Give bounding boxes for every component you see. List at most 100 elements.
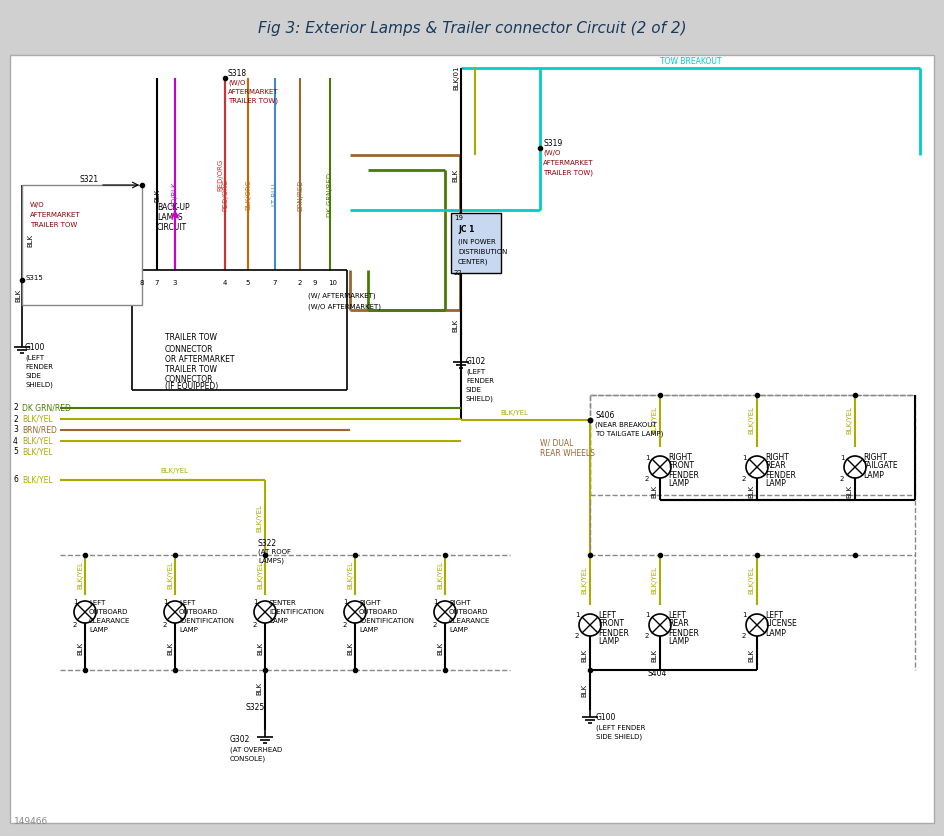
Text: (W/ AFTERMARKET): (W/ AFTERMARKET): [308, 293, 376, 299]
Text: 1: 1: [433, 599, 437, 605]
Text: BLK: BLK: [452, 168, 458, 181]
Text: S325: S325: [245, 702, 264, 711]
Text: 2: 2: [297, 280, 302, 286]
Text: LAMPS): LAMPS): [258, 558, 284, 564]
Text: 7: 7: [273, 280, 278, 286]
Text: S322: S322: [258, 538, 278, 548]
Text: OUTBOARD: OUTBOARD: [449, 609, 488, 615]
Text: TAILGATE: TAILGATE: [863, 461, 899, 471]
Text: CIRCUIT: CIRCUIT: [157, 222, 187, 232]
Text: LEFT: LEFT: [598, 610, 615, 619]
Text: (AT OVERHEAD: (AT OVERHEAD: [230, 747, 282, 753]
Text: Fig 3: Exterior Lamps & Trailer connector Circuit (2 of 2): Fig 3: Exterior Lamps & Trailer connecto…: [258, 21, 686, 35]
Text: OUTBOARD: OUTBOARD: [89, 609, 128, 615]
Bar: [590, 395, 915, 495]
Text: TRAILER TOW: TRAILER TOW: [165, 364, 217, 374]
Text: IDENTIFICATION: IDENTIFICATION: [359, 618, 414, 624]
Text: SIDE SHIELD): SIDE SHIELD): [596, 734, 642, 740]
Text: 2: 2: [645, 476, 649, 482]
Text: 2: 2: [13, 404, 18, 412]
Text: (IF EQUIPPED): (IF EQUIPPED): [165, 383, 218, 391]
Text: TO TAILGATE LAMP): TO TAILGATE LAMP): [595, 431, 664, 437]
Text: W/ DUAL: W/ DUAL: [540, 439, 573, 447]
Text: TRAILER TOW): TRAILER TOW): [228, 98, 278, 104]
Text: S321: S321: [80, 176, 99, 185]
Text: 1: 1: [742, 612, 747, 618]
Text: REAR: REAR: [765, 461, 785, 471]
Text: REAR WHEELS: REAR WHEELS: [540, 448, 595, 457]
Text: RIGHT: RIGHT: [863, 452, 886, 461]
Text: 1: 1: [645, 455, 649, 461]
Text: 4: 4: [223, 280, 228, 286]
Text: DK GRN/RED: DK GRN/RED: [22, 404, 71, 412]
Text: (W/O AFTERMARKET): (W/O AFTERMARKET): [308, 303, 381, 310]
Text: 2: 2: [742, 476, 747, 482]
Text: TRAILER TOW: TRAILER TOW: [30, 222, 77, 228]
Text: (AT ROOF: (AT ROOF: [258, 548, 291, 555]
Text: LAMP: LAMP: [179, 627, 198, 633]
Text: (LEFT: (LEFT: [466, 369, 485, 375]
Text: LAMP: LAMP: [598, 638, 619, 646]
Text: S318: S318: [228, 69, 247, 79]
Text: LAMP: LAMP: [359, 627, 378, 633]
Text: 1: 1: [645, 612, 649, 618]
Text: JC 1: JC 1: [458, 226, 475, 235]
Text: S406: S406: [595, 410, 615, 420]
Text: G102: G102: [466, 358, 486, 366]
Text: BLK/YEL: BLK/YEL: [651, 406, 657, 434]
Text: IDENTIFICATION: IDENTIFICATION: [269, 609, 324, 615]
Text: (W/O: (W/O: [543, 150, 561, 156]
Text: CLEARANCE: CLEARANCE: [89, 618, 130, 624]
Text: BLK/YEL: BLK/YEL: [581, 566, 587, 594]
Text: TOW BREAKOUT: TOW BREAKOUT: [660, 58, 721, 67]
Text: FENDER: FENDER: [598, 629, 629, 638]
Text: BLK/YEL: BLK/YEL: [437, 561, 443, 589]
Text: BLK/YEL: BLK/YEL: [77, 561, 83, 589]
Text: BLK: BLK: [748, 484, 754, 497]
Text: OR AFTERMARKET: OR AFTERMARKET: [165, 354, 234, 364]
Text: LAMP: LAMP: [765, 629, 785, 638]
Text: 6: 6: [13, 476, 18, 485]
Text: AFTERMARKET: AFTERMARKET: [30, 212, 80, 218]
Text: LEFT: LEFT: [89, 600, 106, 606]
Text: 1: 1: [575, 612, 580, 618]
Text: RIGHT: RIGHT: [765, 452, 789, 461]
Text: BLK: BLK: [846, 484, 852, 497]
Text: DISTRIBUTION: DISTRIBUTION: [458, 249, 507, 255]
Text: 2: 2: [343, 622, 347, 628]
Text: 2: 2: [163, 622, 167, 628]
Text: BLK: BLK: [748, 649, 754, 661]
Text: FRONT: FRONT: [598, 619, 624, 629]
Text: FENDER: FENDER: [765, 471, 796, 480]
Bar: [451, 213, 501, 273]
Text: BLK: BLK: [581, 684, 587, 696]
Text: 8: 8: [140, 280, 144, 286]
Text: 1: 1: [73, 599, 77, 605]
Text: VIO/BLK: VIO/BLK: [172, 181, 178, 209]
Text: W/O: W/O: [30, 202, 44, 208]
Text: BLK: BLK: [452, 319, 458, 332]
Text: AFTERMARKET: AFTERMARKET: [228, 89, 278, 95]
Text: BLK: BLK: [15, 288, 21, 302]
Text: (W/O: (W/O: [228, 79, 245, 86]
Text: LICENSE: LICENSE: [765, 619, 797, 629]
Text: TRAILER TOW: TRAILER TOW: [165, 334, 217, 343]
Text: LEFT: LEFT: [668, 610, 686, 619]
Text: 10: 10: [329, 280, 338, 286]
Text: RED/ORG: RED/ORG: [217, 159, 223, 191]
Text: 5: 5: [245, 280, 250, 286]
Text: CONSOLE): CONSOLE): [230, 756, 266, 762]
Text: BLK: BLK: [256, 681, 262, 695]
Text: OUTBOARD: OUTBOARD: [179, 609, 218, 615]
Text: 2: 2: [645, 633, 649, 639]
Text: BRN/RED: BRN/RED: [297, 179, 303, 211]
Text: BLK/YEL: BLK/YEL: [651, 566, 657, 594]
Text: FENDER: FENDER: [668, 471, 699, 480]
Text: AFTERMARKET: AFTERMARKET: [543, 160, 594, 166]
Text: SIDE: SIDE: [466, 387, 482, 393]
Text: TRAILER TOW): TRAILER TOW): [543, 170, 593, 176]
Text: G100: G100: [25, 344, 45, 353]
Text: FENDER: FENDER: [25, 364, 53, 370]
Text: SHIELD): SHIELD): [466, 395, 494, 402]
Text: DK GRN/RED: DK GRN/RED: [327, 173, 333, 217]
